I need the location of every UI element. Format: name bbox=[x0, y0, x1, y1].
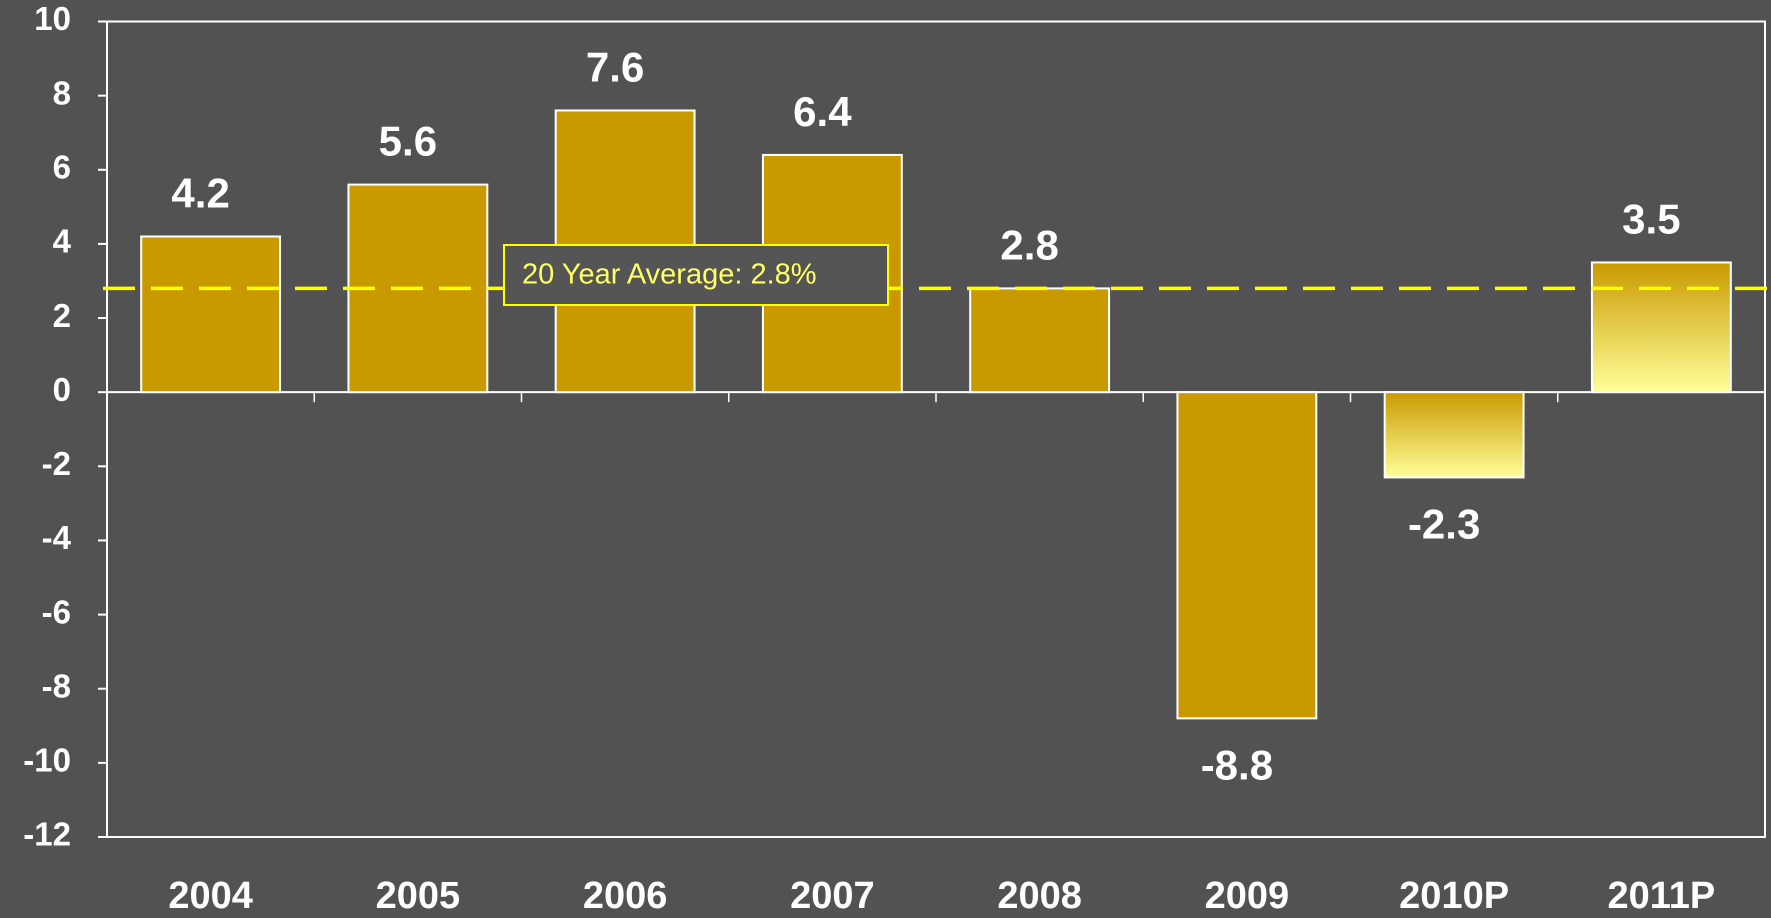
data-label: 2.8 bbox=[1000, 221, 1058, 268]
y-tick-label: 10 bbox=[34, 0, 71, 37]
data-label: -2.3 bbox=[1408, 501, 1480, 548]
bar bbox=[969, 287, 1111, 394]
data-label: 6.4 bbox=[793, 88, 852, 135]
x-tick-label: 2008 bbox=[997, 875, 1082, 917]
x-tick-label: 2011P bbox=[1607, 875, 1715, 917]
y-tick-label: 4 bbox=[53, 223, 72, 260]
annotation: 20 Year Average: 2.8% bbox=[522, 259, 817, 291]
y-tick-label: 0 bbox=[53, 371, 71, 408]
x-tick-label: 2010P bbox=[1399, 875, 1509, 917]
x-tick-label: 2007 bbox=[790, 875, 875, 917]
annotation-box bbox=[503, 244, 889, 306]
data-label: 5.6 bbox=[379, 118, 437, 165]
y-tick-label: 2 bbox=[53, 297, 71, 334]
x-tick-label: 2004 bbox=[168, 875, 253, 917]
y-tick-label: 6 bbox=[53, 148, 71, 185]
x-tick-label: 2006 bbox=[583, 875, 668, 917]
y-tick-label: -4 bbox=[42, 519, 72, 556]
data-label: 3.5 bbox=[1622, 196, 1680, 243]
bar bbox=[1383, 391, 1525, 479]
data-label: -8.8 bbox=[1201, 741, 1273, 788]
y-tick-label: -2 bbox=[42, 445, 71, 482]
y-tick-label: -12 bbox=[23, 816, 71, 853]
y-tick-label: -6 bbox=[42, 593, 71, 630]
data-label: 4.2 bbox=[171, 170, 229, 217]
x-tick-label: 2005 bbox=[376, 875, 461, 917]
data-label: 7.6 bbox=[586, 44, 644, 91]
x-tick-label: 2009 bbox=[1205, 875, 1290, 917]
bar bbox=[1176, 391, 1318, 720]
plot-frame bbox=[106, 20, 1766, 838]
bar bbox=[1590, 261, 1732, 394]
y-tick-label: -8 bbox=[42, 667, 71, 704]
y-tick-label: -10 bbox=[23, 742, 71, 779]
bar bbox=[140, 235, 282, 394]
y-tick-label: 8 bbox=[53, 74, 71, 111]
